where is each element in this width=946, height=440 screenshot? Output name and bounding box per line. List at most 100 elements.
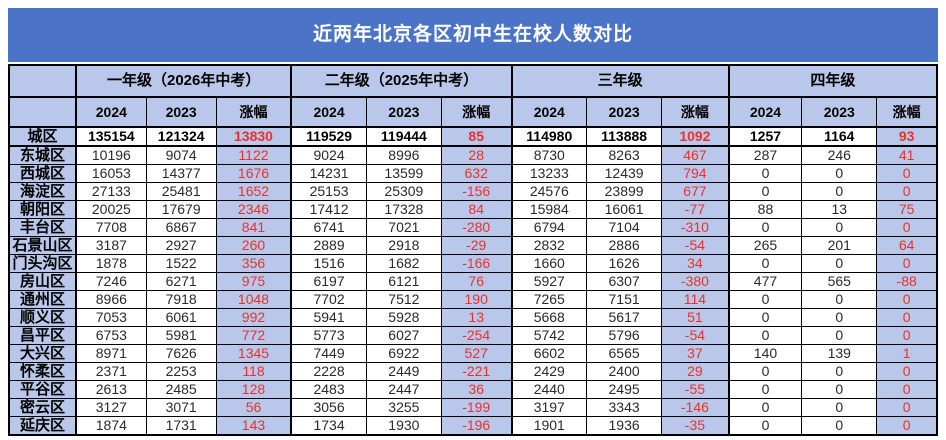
change-cell: 114 [661,290,730,309]
value-cell: 1682 [365,254,442,273]
value-cell: 6867 [145,218,217,237]
value-cell: 0 [801,308,878,327]
value-cell: 7053 [75,308,147,327]
value-cell: 5928 [365,308,442,327]
value-cell: 0 [727,308,803,327]
change-cell: 128 [215,380,292,399]
value-cell: 0 [801,218,878,237]
value-cell: 2253 [145,362,217,381]
value-cell: 6741 [290,218,367,237]
value-cell: 25481 [145,182,217,201]
change-cell: -254 [440,326,513,345]
grade-header-grade2: 二年级（2025年中考） [290,64,513,98]
value-cell: 265 [727,236,803,255]
value-cell: 24576 [510,182,588,201]
change-cell: 1345 [215,344,292,363]
change-cell: -156 [440,182,513,201]
value-cell: 0 [727,380,803,399]
value-cell: 5617 [586,308,663,327]
value-cell: 3187 [75,236,147,255]
table-row: 平谷区 2613 2485 128 2483 2447 36 2440 2495 -55 0 0 0 [8,380,938,399]
value-cell: 1626 [586,254,663,273]
change-cell: 0 [876,164,938,183]
value-cell: 0 [801,380,878,399]
change-cell: 677 [661,182,730,201]
value-cell: 23899 [586,182,663,201]
value-cell: 7512 [365,290,442,309]
district-cell: 顺义区 [8,308,77,327]
value-cell: 119444 [365,126,442,147]
value-cell: 5796 [586,326,663,345]
value-cell: 0 [727,326,803,345]
value-cell: 2400 [586,362,663,381]
value-cell: 0 [801,254,878,273]
year-header-cell: 2024 [290,96,367,128]
value-cell: 1164 [801,126,878,147]
change-cell: 0 [876,398,938,417]
value-cell: 5927 [510,272,588,291]
value-cell: 7151 [586,290,663,309]
value-cell: 8966 [75,290,147,309]
value-cell: 13233 [510,164,588,183]
table-row: 大兴区 8971 7626 1345 7449 6922 527 6602 6565 37 140 1… [8,344,938,363]
year-header-cell: 涨幅 [661,96,730,128]
district-cell: 通州区 [8,290,77,309]
value-cell: 140 [727,344,803,363]
value-cell: 6197 [290,272,367,291]
change-cell: 772 [215,326,292,345]
district-cell: 怀柔区 [8,362,77,381]
value-cell: 0 [727,218,803,237]
change-cell: 260 [215,236,292,255]
year-header-cell: 2024 [727,96,803,128]
change-cell: 0 [876,182,938,201]
district-cell: 平谷区 [8,380,77,399]
change-cell: 76 [440,272,513,291]
value-cell: 0 [727,182,803,201]
year-header-cell: 2023 [145,96,217,128]
table-row: 房山区 7246 6271 975 6197 6121 76 5927 6307 -380 477 5… [8,272,938,291]
value-cell: 2495 [586,380,663,399]
value-cell: 201 [801,236,878,255]
value-cell: 7246 [75,272,147,291]
value-cell: 1878 [75,254,147,273]
change-cell: 28 [440,145,513,165]
change-cell: -54 [661,236,730,255]
table-row: 怀柔区 2371 2253 118 2228 2449 -221 2429 2400 29 0 0 0 [8,362,938,381]
value-cell: 7918 [145,290,217,309]
value-cell: 3056 [290,398,367,417]
value-cell: 0 [801,290,878,309]
value-cell: 2228 [290,362,367,381]
change-cell: 0 [876,254,938,273]
grade-header-grade1: 一年级（2026年中考） [75,64,292,98]
value-cell: 5742 [510,326,588,345]
value-cell: 0 [801,398,878,417]
value-cell: 16061 [586,200,663,219]
change-cell: -280 [440,218,513,237]
value-cell: 7708 [75,218,147,237]
table-title: 近两年北京各区初中生在校人数对比 [8,8,938,62]
value-cell: 17412 [290,200,367,219]
change-cell: 794 [661,164,730,183]
district-cell: 海淀区 [8,182,77,201]
district-cell: 东城区 [8,145,77,165]
district-cell: 延庆区 [8,416,77,436]
change-cell: -199 [440,398,513,417]
value-cell: 7626 [145,344,217,363]
district-cell: 石景山区 [8,236,77,255]
change-cell: 1 [876,344,938,363]
value-cell: 2927 [145,236,217,255]
change-cell: 37 [661,344,730,363]
value-cell: 12439 [586,164,663,183]
table-row: 丰台区 7708 6867 841 6741 7021 -280 6794 7104 -310 0 0… [8,218,938,237]
change-cell: 841 [215,218,292,237]
value-cell: 7265 [510,290,588,309]
value-cell: 2429 [510,362,588,381]
value-cell: 1516 [290,254,367,273]
value-cell: 0 [801,182,878,201]
year-header-cell: 涨幅 [876,96,938,128]
value-cell: 88 [727,200,803,219]
table-row: 城区 135154 121324 13830 119529 119444 85 114980 1… [8,126,938,147]
value-cell: 10196 [75,145,147,165]
value-cell: 2485 [145,380,217,399]
change-cell: 1092 [661,126,730,147]
